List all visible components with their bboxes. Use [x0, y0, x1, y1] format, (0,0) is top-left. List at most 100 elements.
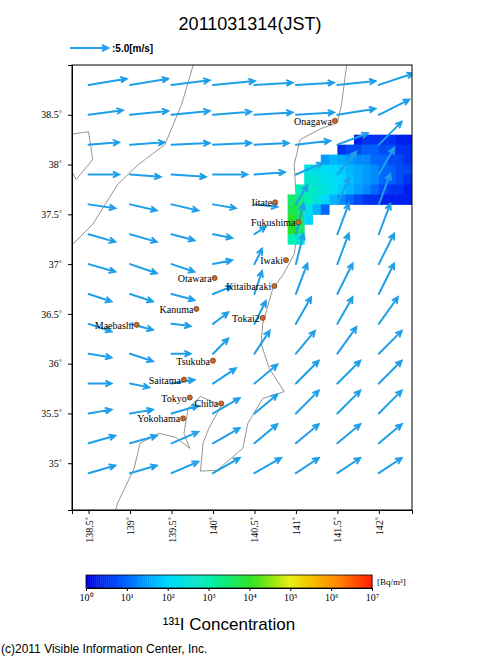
colorbar-tick: 10³	[203, 588, 216, 603]
concentration-cell	[321, 204, 330, 214]
coastline	[113, 65, 347, 510]
x-tick: 142˚	[374, 510, 385, 535]
concentration-cell	[354, 184, 363, 194]
colorbar-tick-label: 10⁰	[80, 592, 94, 603]
wind-arrow	[213, 259, 232, 264]
colorbar-title: ¹³¹I Concentration	[163, 615, 295, 634]
map-figure: 2011031314(JST):5.0[m/s]OnagawaIitateFuk…	[0, 0, 501, 659]
wind-arrow	[213, 312, 228, 323]
concentration-cell	[371, 184, 380, 194]
y-tick-label: 35.5˚	[41, 408, 62, 419]
colorbar-tick-label: 10⁵	[284, 592, 298, 603]
city-marker	[187, 395, 192, 400]
wind-arrow	[379, 264, 394, 294]
wind-arrow	[172, 141, 210, 146]
wind-arrow	[379, 424, 402, 443]
wind-arrow	[254, 365, 277, 384]
concentration-cell	[288, 194, 297, 204]
wind-arrow	[130, 140, 164, 145]
y-tick: 35˚	[49, 458, 72, 469]
wind-arrow	[254, 141, 288, 146]
colorbar-tick-mark	[209, 588, 210, 591]
concentration-cell	[312, 175, 321, 185]
concentration-cell	[321, 184, 330, 194]
colorbar-tick: 10⁶	[325, 588, 339, 603]
concentration-cell	[329, 184, 338, 194]
city-labels: OnagawaIitateFukushimaIwakiOtawaraKitaib…	[95, 116, 333, 425]
x-axis: 138.5˚139˚139.5˚140˚140.5˚141˚141.5˚142˚	[73, 510, 413, 543]
colorbar: 10⁰10¹10²10³10⁴10⁵10⁶10⁷[Bq/m³]¹³¹I Conc…	[80, 575, 406, 634]
concentration-cell	[304, 214, 313, 224]
wind-arrow	[89, 140, 119, 145]
x-tick-label: 141˚	[291, 517, 302, 535]
concentration-cell	[362, 175, 371, 185]
plot-area	[72, 65, 412, 510]
city-label: Onagawa	[294, 116, 332, 127]
concentration-cell	[288, 234, 297, 244]
concentration-cell	[329, 165, 338, 175]
wind-arrow	[337, 178, 349, 205]
wind-arrow	[89, 77, 127, 85]
y-tick-label: 37.5˚	[41, 209, 62, 220]
concentration-cell	[404, 145, 412, 155]
wind-arrow	[213, 234, 232, 239]
colorbar-tick-mark	[290, 588, 291, 591]
wind-arrow	[254, 424, 277, 443]
colorbar-frame	[86, 575, 372, 588]
wind-arrow	[213, 428, 240, 443]
wind-arrow	[172, 432, 199, 444]
x-tick-label: 139˚	[125, 517, 136, 535]
wind-arrow	[337, 204, 349, 234]
wind-arrow	[130, 435, 157, 444]
y-tick-mark	[68, 364, 72, 365]
wind-arrow	[296, 391, 319, 414]
concentration-cell	[288, 204, 297, 214]
colorbar-tick-mark	[249, 588, 250, 591]
city-marker	[332, 118, 337, 123]
wind-arrow	[213, 172, 247, 177]
wind-arrow	[130, 384, 149, 389]
colorbar-tick-label: 10⁷	[366, 592, 380, 603]
cities	[134, 118, 337, 421]
city-label: Tsukuba	[176, 356, 210, 367]
wind-arrow	[213, 458, 240, 473]
colorbar-tick-mark	[168, 588, 169, 591]
wind-arrow	[379, 100, 409, 115]
colorbar-tick: 10²	[162, 588, 175, 603]
colorbar-tick-mark	[372, 588, 373, 591]
wind-arrow	[254, 110, 292, 115]
city-label: Tokyo	[161, 393, 186, 404]
concentration-cell	[354, 194, 363, 204]
wind-arrow	[337, 424, 360, 443]
wind-arrow	[379, 391, 402, 414]
wind-arrow	[296, 80, 334, 85]
concentration-cell	[354, 175, 363, 185]
wind-arrow	[89, 435, 116, 444]
x-tick-mark	[379, 510, 380, 514]
concentration-cell	[346, 165, 355, 175]
wind-arrow	[337, 152, 356, 175]
wind-arrow	[172, 204, 199, 211]
y-tick-label: 38.5˚	[41, 109, 62, 120]
y-tick: 37.5˚	[41, 209, 72, 220]
wind-arrow	[130, 294, 153, 302]
y-tick: 36˚	[49, 358, 72, 369]
wind-arrow	[213, 110, 251, 115]
wind-arrow	[379, 148, 394, 175]
wind-arrow	[130, 174, 160, 179]
city-label: Kanuma	[159, 304, 193, 315]
city-marker	[181, 416, 186, 421]
wind-arrow	[379, 361, 402, 384]
wind-arrow	[296, 264, 308, 294]
wind-arrow	[89, 204, 116, 210]
wind-arrow	[172, 109, 210, 115]
concentration-cell	[346, 194, 355, 204]
wind-field	[89, 73, 412, 473]
concentration-cell	[337, 145, 346, 155]
y-tick: 38.5˚	[41, 109, 72, 120]
concentration-cell	[395, 194, 404, 204]
concentration-cell	[379, 145, 388, 155]
plot-frame	[72, 65, 412, 510]
colorbar-tick-label: 10⁶	[325, 592, 339, 603]
x-tick: 141˚	[291, 510, 302, 535]
